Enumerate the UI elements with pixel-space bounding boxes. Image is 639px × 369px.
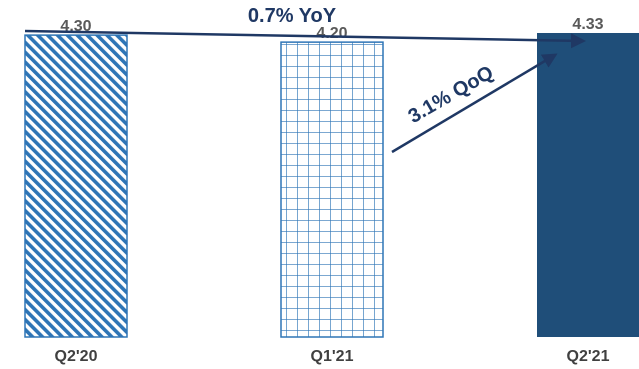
bar-q2-20 <box>24 34 128 338</box>
bars-layer <box>24 32 639 338</box>
value-label-q2-21: 4.33 <box>572 16 603 33</box>
bar-q2-21 <box>537 32 639 337</box>
category-label-q1-21: Q1'21 <box>311 348 354 365</box>
category-labels-layer: Q2'20 Q1'21 Q2'21 <box>55 348 610 365</box>
category-label-q2-21: Q2'21 <box>567 348 610 365</box>
value-label-q1-21: 4.20 <box>316 25 347 42</box>
yoy-annotation: 0.7% YoY <box>248 5 337 27</box>
qoq-arrow <box>391 53 558 154</box>
bar-q1-21 <box>280 41 384 338</box>
yoy-arrow <box>24 29 586 49</box>
category-label-q2-20: Q2'20 <box>55 348 98 365</box>
